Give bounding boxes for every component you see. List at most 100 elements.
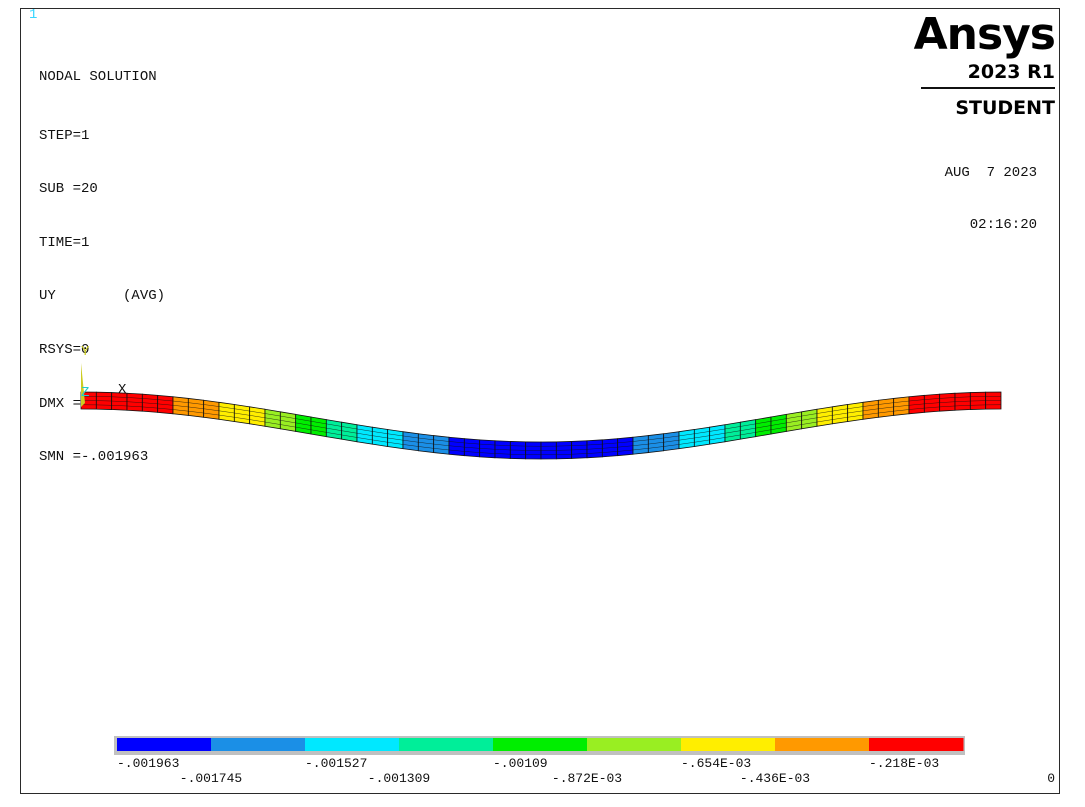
mesh-line xyxy=(632,443,649,446)
ansys-logo: Ansys 2023 R1 STUDENT xyxy=(913,9,1056,120)
mesh-line xyxy=(372,435,388,439)
mesh-line xyxy=(663,439,680,443)
brand-edition: STUDENT xyxy=(955,97,1055,119)
mesh-line xyxy=(632,439,649,442)
plot-title: NODAL SOLUTION xyxy=(39,69,157,85)
mesh-line xyxy=(602,446,618,449)
mesh-line xyxy=(571,449,588,451)
model-viewport[interactable]: Y Z X xyxy=(21,9,1059,793)
mesh-line xyxy=(939,405,956,408)
mesh-line xyxy=(801,417,818,421)
mesh-line xyxy=(954,400,971,402)
mesh-line xyxy=(847,414,864,418)
mesh-line xyxy=(724,434,741,438)
mesh-line xyxy=(648,446,664,449)
legend-label-bottom: -.872E-03 xyxy=(552,771,622,786)
legend-color-bands xyxy=(117,738,964,751)
mesh-line xyxy=(893,405,910,408)
plot-date: AUG 7 2023 xyxy=(944,165,1037,181)
mesh-line xyxy=(356,433,373,436)
mesh-line xyxy=(188,410,204,414)
mesh-line xyxy=(878,410,894,414)
mesh-line xyxy=(295,418,312,422)
mesh-line xyxy=(602,442,618,445)
legend-label-bottom: -.436E-03 xyxy=(740,771,810,786)
mesh-line xyxy=(740,427,756,431)
mesh-line xyxy=(678,442,695,445)
brand-version: 2023 R1 xyxy=(921,61,1055,89)
mesh-line xyxy=(418,442,434,445)
mesh-line xyxy=(387,433,404,437)
legend-label-top: -.654E-03 xyxy=(681,756,751,771)
mesh-line xyxy=(341,430,358,434)
mesh-line xyxy=(816,410,833,414)
mesh-line xyxy=(372,439,388,443)
mesh-line xyxy=(326,423,342,427)
mesh-line xyxy=(954,396,971,398)
mesh-line xyxy=(847,410,864,414)
mesh-line xyxy=(402,439,419,443)
mesh-line xyxy=(617,449,634,452)
coordinate-triad-icon: Y Z X xyxy=(81,344,127,407)
legend-band xyxy=(775,738,870,751)
graphics-window[interactable]: 1 NODAL SOLUTION STEP=1 SUB =20 TIME=1 U… xyxy=(20,8,1060,794)
mesh-line xyxy=(770,426,787,430)
mesh-line xyxy=(617,445,634,448)
triad-y-arrow xyxy=(81,363,85,407)
mesh-line xyxy=(786,424,802,428)
mesh-line xyxy=(924,398,940,400)
mesh-line xyxy=(709,433,726,436)
mesh-line xyxy=(310,425,327,429)
mesh-line xyxy=(341,434,358,438)
mesh-line xyxy=(203,408,220,412)
mesh-line xyxy=(218,410,235,414)
mesh-line xyxy=(264,413,281,417)
mesh-line xyxy=(786,415,802,419)
triad-y-label: Y xyxy=(81,344,90,360)
legend-label-bottom: -.001309 xyxy=(368,771,430,786)
legend-band xyxy=(117,738,212,751)
mesh-line xyxy=(402,444,419,447)
mesh-line xyxy=(709,428,726,432)
mesh-line xyxy=(893,409,910,412)
mesh-line xyxy=(924,402,940,405)
brand-name: Ansys xyxy=(913,9,1056,60)
mesh-line xyxy=(448,449,465,452)
mesh-line xyxy=(433,448,450,451)
mesh-line xyxy=(280,424,296,428)
mesh-line xyxy=(801,421,818,425)
mesh-line xyxy=(709,437,726,441)
legend-band xyxy=(681,738,776,751)
mesh-line xyxy=(755,429,772,433)
contour-legend: -.001963 -.001527 -.00109 -.654E-03 -.218E-0… xyxy=(114,736,1055,786)
mesh-line xyxy=(111,405,128,407)
mesh-line xyxy=(663,435,680,439)
legend-band xyxy=(211,738,306,751)
mesh-line xyxy=(249,415,266,418)
mesh-line xyxy=(816,415,833,418)
mesh-line xyxy=(694,435,710,439)
legend-band xyxy=(587,738,682,751)
mesh-line xyxy=(356,428,373,432)
mesh-line xyxy=(433,443,450,446)
mesh-line xyxy=(310,429,327,433)
legend-band xyxy=(305,738,400,751)
mesh-line xyxy=(111,396,128,398)
mesh-line xyxy=(694,439,710,443)
mesh-line xyxy=(862,412,879,416)
mesh-line xyxy=(234,408,250,412)
mesh-line xyxy=(218,414,235,418)
info-time: TIME=1 xyxy=(39,234,90,251)
mesh-line xyxy=(280,420,296,424)
mesh-line xyxy=(387,437,404,441)
mesh-line xyxy=(234,417,250,420)
legend-label-top: -.00109 xyxy=(493,756,548,771)
mesh-line xyxy=(464,446,480,449)
mesh-line xyxy=(479,443,496,446)
mesh-line xyxy=(142,402,158,405)
window-number: 1 xyxy=(29,8,38,23)
legend-label-top: -.001527 xyxy=(305,756,367,771)
legend-label-top: -.218E-03 xyxy=(869,756,939,771)
mesh-line xyxy=(939,397,956,399)
mesh-line xyxy=(954,405,971,407)
